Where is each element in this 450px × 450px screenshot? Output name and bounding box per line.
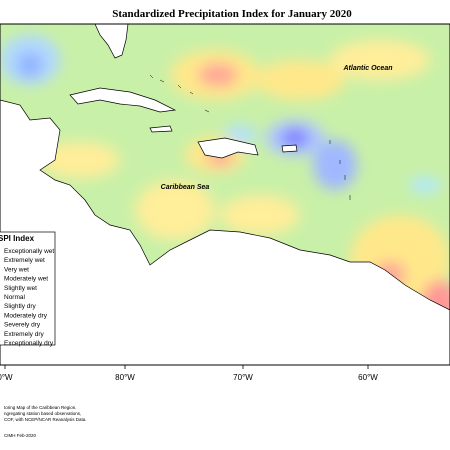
legend-item: Normal: [4, 294, 26, 301]
lon-label: 70°W: [233, 373, 253, 382]
lon-label: 60°W: [358, 373, 378, 382]
ocean-label: Atlantic Ocean: [342, 65, 392, 72]
legend-item: Moderately dry: [4, 312, 48, 319]
map-frame: [0, 23, 450, 366]
lon-ticks: [4, 365, 369, 369]
note: toring Map of the Caribbean Region.: [4, 405, 77, 410]
legend-item: Extremely wet: [4, 257, 45, 264]
spi-field: [0, 24, 450, 365]
map-title: Standardized Precipitation Index for Jan…: [112, 8, 352, 20]
legend-item: Extremely dry: [4, 331, 44, 338]
land: [0, 24, 450, 365]
lon-label: 80°W: [115, 373, 135, 382]
legend: Exceptionally wet Extremely wet Very wet Mo…: [4, 248, 54, 347]
legend-item: Exceptionally wet: [4, 248, 54, 255]
note: ngregating station based observations,: [4, 411, 81, 416]
note: COF, with NCEP/NCAR Reanalysis Data.: [4, 417, 87, 422]
legend-title: SPI Index: [0, 234, 35, 243]
legend-item: Very wet: [4, 266, 29, 273]
legend-item: Slightly dry: [4, 303, 37, 310]
sea-label: Caribbean Sea: [161, 184, 210, 191]
legend-item: Exceptionally dry: [4, 340, 54, 347]
legend-item: Slightly wet: [4, 285, 37, 292]
lon-label: 0°W: [0, 373, 13, 382]
notes: toring Map of the Caribbean Region.ngreg…: [4, 405, 87, 438]
legend-item: Moderately wet: [4, 276, 48, 283]
legend-item: Severely dry: [4, 322, 41, 329]
legend-box: [0, 231, 56, 346]
note: CIMH Feb-2020: [4, 433, 37, 438]
